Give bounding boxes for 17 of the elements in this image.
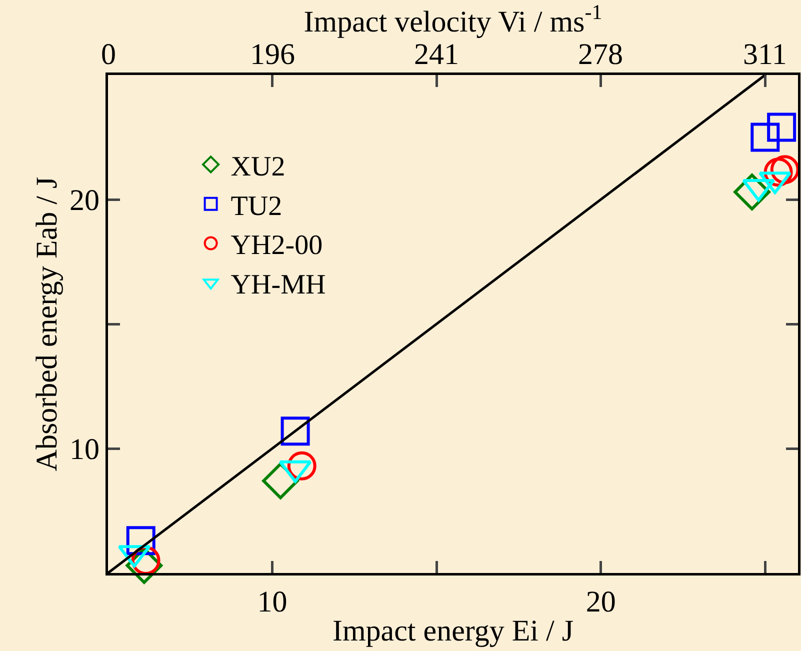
y-axis-title: Absorbed energy Eab / J — [30, 176, 64, 472]
point — [287, 451, 316, 480]
point — [770, 155, 800, 184]
legend-label: YH-MH — [230, 270, 326, 301]
x-axis-title: Impact energy Ei / J — [332, 614, 574, 648]
point — [767, 112, 796, 142]
point — [280, 416, 310, 446]
legend-label: XU2 — [230, 151, 286, 182]
text: 196 — [250, 38, 295, 71]
legend-label: TU2 — [230, 190, 282, 222]
point — [750, 122, 780, 152]
text: 0 — [101, 38, 116, 71]
text: 241 — [414, 38, 459, 71]
text: 311 — [743, 38, 787, 71]
text: 278 — [578, 38, 623, 71]
legend-label: YH2-00 — [230, 230, 323, 262]
x2-axis-title: Impact velocity Vi / ms$^{-1}$ — [304, 0, 602, 39]
